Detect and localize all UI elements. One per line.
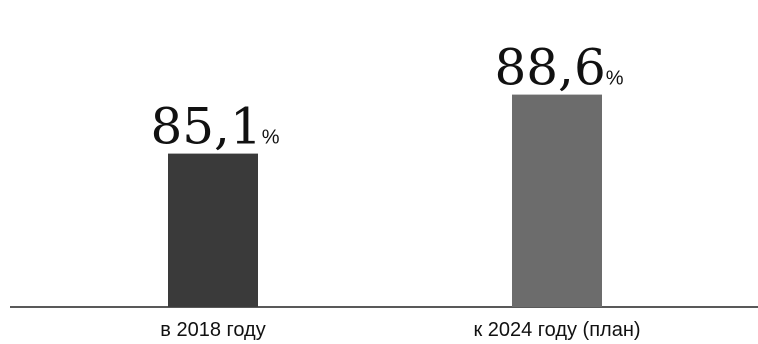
data-label-unit: % [262, 127, 280, 149]
x-tick-label: к 2024 году (план) [473, 319, 640, 341]
data-label: 85,1% [150, 98, 279, 156]
bar [512, 94, 602, 307]
data-label-value: 88,6 [494, 39, 605, 97]
data-label: 88,6% [494, 39, 623, 97]
x-tick-label: в 2018 году [160, 319, 265, 341]
bar [168, 153, 258, 307]
data-label-unit: % [606, 68, 624, 90]
chart-marks: 85,1% в 2018 году 88,6% к 2024 году (план) [150, 39, 640, 341]
data-label-value: 85,1 [150, 98, 261, 156]
